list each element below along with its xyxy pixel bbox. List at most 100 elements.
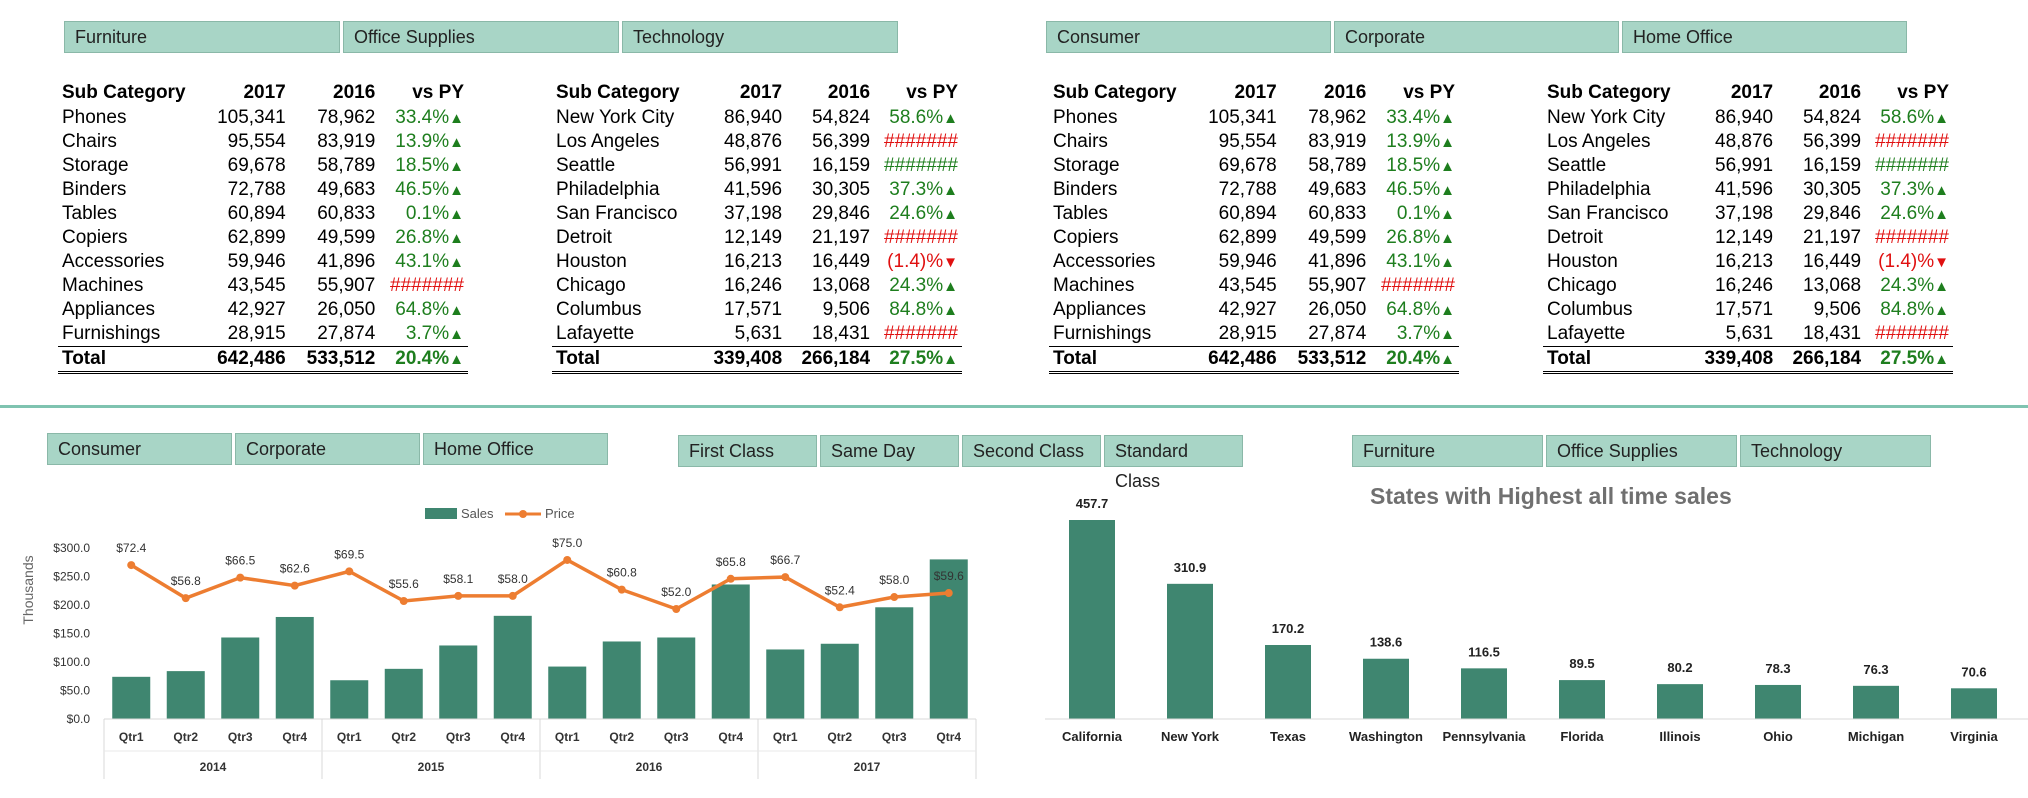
legend-price-marker xyxy=(519,510,527,518)
value-cell: 48,876 xyxy=(1715,131,1774,152)
vs-py-value: 58.6% xyxy=(1880,107,1935,128)
row-label: Houston xyxy=(556,251,627,272)
table-row: Furnishings 28,915 27,874 3.7%▲ xyxy=(1049,322,1459,347)
price-data-label: $58.0 xyxy=(498,572,528,586)
row-label: Seattle xyxy=(1547,155,1607,176)
vs-py-cell: 64.8%▲ xyxy=(379,298,468,322)
sales-bar xyxy=(166,671,205,719)
vs-py-value: ####### xyxy=(884,323,958,344)
value-cell: 54,824 xyxy=(812,107,871,128)
column-header: 2016 xyxy=(333,82,376,103)
value-cell: 49,599 xyxy=(317,227,376,248)
sales-bar xyxy=(493,615,532,719)
state-name-label: Virginia xyxy=(1950,729,1998,744)
sales-bar xyxy=(820,643,859,719)
vs-py-cell: 18.5%▲ xyxy=(379,154,468,178)
state-name-label: Florida xyxy=(1560,729,1604,744)
state-value-label: 70.6 xyxy=(1961,664,1986,679)
triangle-up-icon: ▲ xyxy=(1934,206,1949,223)
table-row: Machines 43,545 55,907 ####### xyxy=(58,274,468,298)
triangle-up-icon: ▲ xyxy=(1934,182,1949,199)
triangle-up-icon: ▲ xyxy=(1440,230,1455,247)
slicer-office-supplies[interactable]: Office Supplies xyxy=(1546,435,1737,467)
slicer-consumer[interactable]: Consumer xyxy=(47,433,232,465)
value-cell: 62,899 xyxy=(1218,227,1277,248)
row-label: Chairs xyxy=(62,131,117,152)
state-name-label: Pennsylvania xyxy=(1442,729,1526,744)
slicer-technology[interactable]: Technology xyxy=(622,21,898,53)
x-tick-label: Qtr2 xyxy=(391,730,416,744)
vs-py-value: 0.1% xyxy=(405,203,450,224)
value-cell: 27,874 xyxy=(317,323,376,344)
table-row: Chairs 95,554 83,919 13.9%▲ xyxy=(58,130,468,154)
table-row: Tables 60,894 60,833 0.1%▲ xyxy=(58,202,468,226)
triangle-up-icon: ▲ xyxy=(1440,110,1455,127)
slicer-corporate[interactable]: Corporate xyxy=(235,433,420,465)
value-cell: 12,149 xyxy=(1715,227,1774,248)
table-row: Tables 60,894 60,833 0.1%▲ xyxy=(1049,202,1459,226)
state-value-label: 310.9 xyxy=(1174,560,1207,575)
value-cell: 48,876 xyxy=(724,131,783,152)
slicer-technology[interactable]: Technology xyxy=(1740,435,1931,467)
price-data-label: $62.6 xyxy=(280,562,310,576)
triangle-up-icon: ▲ xyxy=(943,351,958,368)
state-name-label: Texas xyxy=(1270,729,1306,744)
triangle-up-icon: ▲ xyxy=(449,254,464,271)
slicer-standard-class[interactable]: Standard Class xyxy=(1104,435,1243,491)
slicer-consumer[interactable]: Consumer xyxy=(1046,21,1331,53)
vs-py-cell: ####### xyxy=(1865,322,1953,347)
row-label: Seattle xyxy=(556,155,616,176)
slicer-furniture[interactable]: Furniture xyxy=(64,21,340,53)
x-tick-label: Qtr3 xyxy=(664,730,689,744)
triangle-up-icon: ▲ xyxy=(449,158,464,175)
price-data-label: $56.8 xyxy=(171,574,201,588)
value-cell: 41,596 xyxy=(724,179,783,200)
state-bar xyxy=(1951,688,1997,719)
x-tick-label: Qtr4 xyxy=(936,730,961,744)
triangle-up-icon: ▲ xyxy=(449,206,464,223)
table-row: Lafayette 5,631 18,431 ####### xyxy=(1543,322,1953,347)
slicer-home-office[interactable]: Home Office xyxy=(423,433,608,465)
vs-py-value: 64.8% xyxy=(1386,299,1441,320)
price-data-label: $69.5 xyxy=(334,547,364,561)
value-cell: 60,894 xyxy=(1218,203,1277,224)
price-marker xyxy=(454,591,463,600)
table-row: New York City 86,940 54,824 58.6%▲ xyxy=(552,106,962,130)
table-row: Copiers 62,899 49,599 26.8%▲ xyxy=(58,226,468,250)
triangle-up-icon: ▲ xyxy=(1440,351,1455,368)
x-tick-label: Qtr2 xyxy=(609,730,634,744)
y-tick-label: $100.0 xyxy=(53,655,90,669)
row-label: Total xyxy=(552,346,699,374)
y-axis-title: Thousands xyxy=(20,555,36,624)
city-table-2: Sub Category 2017 2016 vs PY New York City 86… xyxy=(1543,80,1953,374)
slicer-office-supplies[interactable]: Office Supplies xyxy=(343,21,619,53)
category-slicer-top: Furniture Office Supplies Technology xyxy=(64,21,898,53)
table-row: Appliances 42,927 26,050 64.8%▲ xyxy=(58,298,468,322)
column-header: 2017 xyxy=(243,82,286,103)
slicer-second-class[interactable]: Second Class xyxy=(962,435,1101,467)
vs-py-cell: 3.7%▲ xyxy=(379,322,468,347)
row-label: Furnishings xyxy=(1053,323,1152,344)
vs-py-value: 43.1% xyxy=(1386,251,1441,272)
vs-py-value: 46.5% xyxy=(1386,179,1441,200)
table-row: Columbus 17,571 9,506 84.8%▲ xyxy=(1543,298,1953,322)
table-row: Furnishings 28,915 27,874 3.7%▲ xyxy=(58,322,468,347)
slicer-furniture[interactable]: Furniture xyxy=(1352,435,1543,467)
slicer-corporate[interactable]: Corporate xyxy=(1334,21,1619,53)
state-value-label: 89.5 xyxy=(1569,656,1594,671)
value-cell: 21,197 xyxy=(1803,227,1862,248)
vs-py-cell: 37.3%▲ xyxy=(1865,178,1953,202)
slicer-home-office[interactable]: Home Office xyxy=(1622,21,1907,53)
value-cell: 27,874 xyxy=(1308,323,1367,344)
value-cell: 16,213 xyxy=(1715,251,1774,272)
value-cell: 37,198 xyxy=(1715,203,1774,224)
vs-py-cell: ####### xyxy=(874,226,962,250)
vs-py-value: 27.5% xyxy=(889,348,944,369)
column-header: 2017 xyxy=(1234,82,1277,103)
vs-py-cell: 84.8%▲ xyxy=(874,298,962,322)
state-name-label: Illinois xyxy=(1659,729,1700,744)
triangle-up-icon: ▲ xyxy=(449,110,464,127)
slicer-same-day[interactable]: Same Day xyxy=(820,435,959,467)
slicer-first-class[interactable]: First Class xyxy=(678,435,817,467)
value-cell: 42,927 xyxy=(1218,299,1277,320)
